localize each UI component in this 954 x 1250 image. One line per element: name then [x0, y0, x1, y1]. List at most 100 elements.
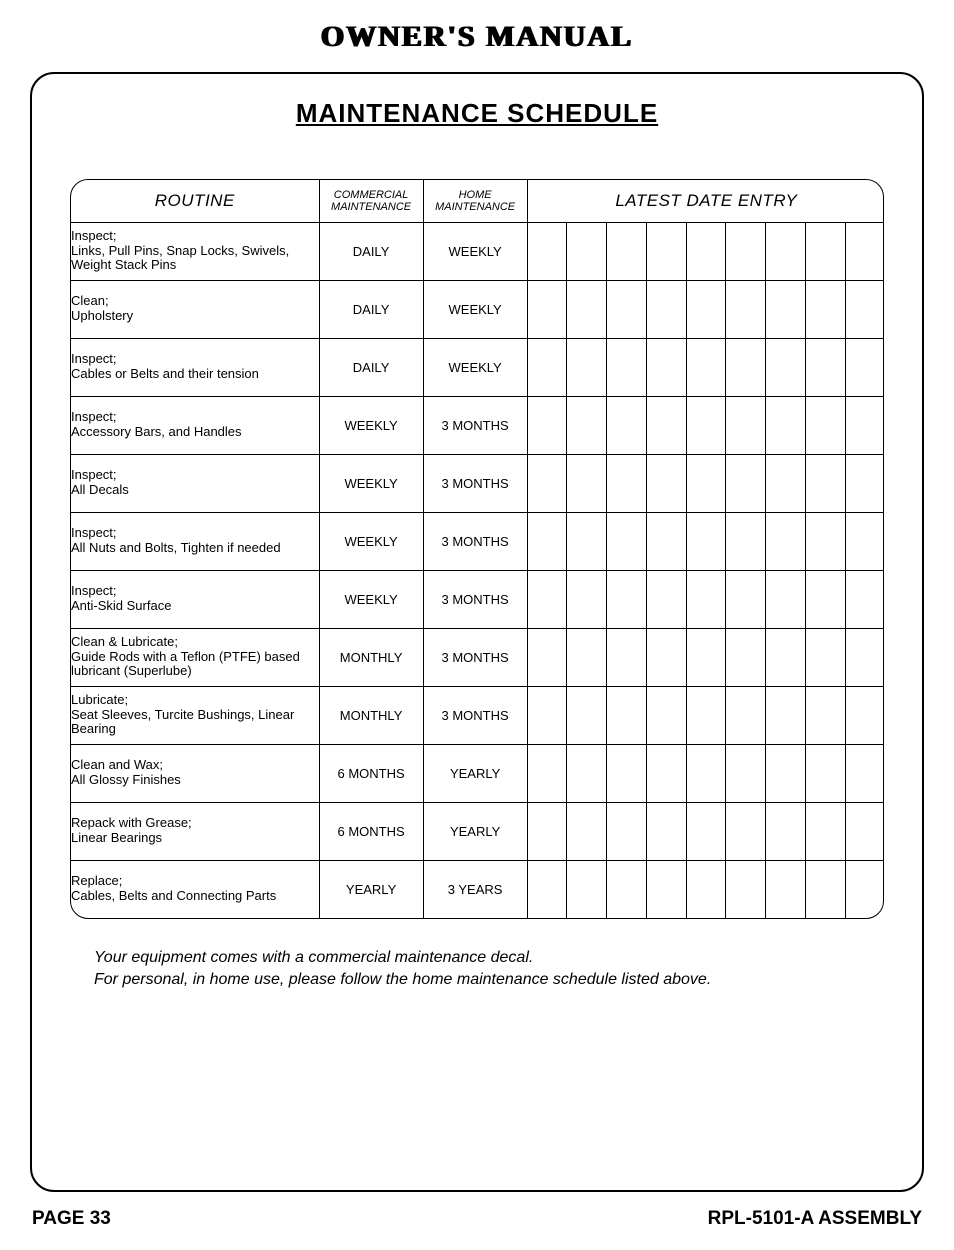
date-entry-cell[interactable] [607, 744, 647, 802]
date-entry-cell[interactable] [567, 222, 607, 280]
date-entry-cell[interactable] [726, 512, 766, 570]
date-entry-cell[interactable] [845, 396, 884, 454]
date-entry-cell[interactable] [766, 570, 806, 628]
date-entry-cell[interactable] [766, 686, 806, 744]
date-entry-cell[interactable] [805, 338, 845, 396]
date-entry-cell[interactable] [766, 454, 806, 512]
date-entry-cell[interactable] [805, 222, 845, 280]
date-entry-cell[interactable] [646, 860, 686, 918]
date-entry-cell[interactable] [646, 396, 686, 454]
date-entry-cell[interactable] [646, 802, 686, 860]
date-entry-cell[interactable] [686, 628, 726, 686]
date-entry-cell[interactable] [646, 744, 686, 802]
date-entry-cell[interactable] [527, 744, 567, 802]
date-entry-cell[interactable] [726, 396, 766, 454]
date-entry-cell[interactable] [527, 860, 567, 918]
date-entry-cell[interactable] [845, 628, 884, 686]
date-entry-cell[interactable] [527, 802, 567, 860]
date-entry-cell[interactable] [766, 628, 806, 686]
date-entry-cell[interactable] [527, 396, 567, 454]
date-entry-cell[interactable] [646, 454, 686, 512]
date-entry-cell[interactable] [805, 570, 845, 628]
date-entry-cell[interactable] [567, 396, 607, 454]
date-entry-cell[interactable] [686, 280, 726, 338]
date-entry-cell[interactable] [567, 802, 607, 860]
date-entry-cell[interactable] [766, 860, 806, 918]
date-entry-cell[interactable] [567, 338, 607, 396]
date-entry-cell[interactable] [726, 860, 766, 918]
date-entry-cell[interactable] [527, 222, 567, 280]
date-entry-cell[interactable] [646, 570, 686, 628]
date-entry-cell[interactable] [646, 338, 686, 396]
date-entry-cell[interactable] [567, 860, 607, 918]
date-entry-cell[interactable] [607, 454, 647, 512]
date-entry-cell[interactable] [845, 570, 884, 628]
date-entry-cell[interactable] [805, 860, 845, 918]
date-entry-cell[interactable] [686, 512, 726, 570]
date-entry-cell[interactable] [845, 338, 884, 396]
date-entry-cell[interactable] [607, 628, 647, 686]
date-entry-cell[interactable] [726, 338, 766, 396]
date-entry-cell[interactable] [845, 222, 884, 280]
date-entry-cell[interactable] [845, 860, 884, 918]
date-entry-cell[interactable] [766, 744, 806, 802]
date-entry-cell[interactable] [607, 686, 647, 744]
date-entry-cell[interactable] [646, 512, 686, 570]
date-entry-cell[interactable] [845, 280, 884, 338]
date-entry-cell[interactable] [527, 686, 567, 744]
date-entry-cell[interactable] [527, 280, 567, 338]
date-entry-cell[interactable] [607, 860, 647, 918]
date-entry-cell[interactable] [686, 802, 726, 860]
date-entry-cell[interactable] [607, 338, 647, 396]
date-entry-cell[interactable] [646, 222, 686, 280]
date-entry-cell[interactable] [805, 280, 845, 338]
date-entry-cell[interactable] [726, 454, 766, 512]
date-entry-cell[interactable] [726, 686, 766, 744]
date-entry-cell[interactable] [567, 570, 607, 628]
date-entry-cell[interactable] [805, 628, 845, 686]
date-entry-cell[interactable] [607, 570, 647, 628]
date-entry-cell[interactable] [686, 338, 726, 396]
date-entry-cell[interactable] [845, 512, 884, 570]
date-entry-cell[interactable] [527, 454, 567, 512]
date-entry-cell[interactable] [726, 744, 766, 802]
date-entry-cell[interactable] [805, 454, 845, 512]
date-entry-cell[interactable] [607, 396, 647, 454]
date-entry-cell[interactable] [726, 628, 766, 686]
date-entry-cell[interactable] [607, 222, 647, 280]
date-entry-cell[interactable] [527, 628, 567, 686]
date-entry-cell[interactable] [805, 802, 845, 860]
date-entry-cell[interactable] [845, 744, 884, 802]
date-entry-cell[interactable] [766, 396, 806, 454]
date-entry-cell[interactable] [726, 280, 766, 338]
date-entry-cell[interactable] [686, 686, 726, 744]
date-entry-cell[interactable] [805, 744, 845, 802]
date-entry-cell[interactable] [766, 280, 806, 338]
date-entry-cell[interactable] [845, 686, 884, 744]
date-entry-cell[interactable] [567, 454, 607, 512]
date-entry-cell[interactable] [766, 512, 806, 570]
date-entry-cell[interactable] [607, 512, 647, 570]
date-entry-cell[interactable] [686, 570, 726, 628]
date-entry-cell[interactable] [686, 454, 726, 512]
date-entry-cell[interactable] [845, 454, 884, 512]
date-entry-cell[interactable] [766, 802, 806, 860]
date-entry-cell[interactable] [527, 338, 567, 396]
date-entry-cell[interactable] [567, 512, 607, 570]
date-entry-cell[interactable] [726, 802, 766, 860]
date-entry-cell[interactable] [567, 280, 607, 338]
date-entry-cell[interactable] [805, 396, 845, 454]
date-entry-cell[interactable] [726, 222, 766, 280]
date-entry-cell[interactable] [567, 744, 607, 802]
date-entry-cell[interactable] [646, 280, 686, 338]
date-entry-cell[interactable] [845, 802, 884, 860]
date-entry-cell[interactable] [527, 570, 567, 628]
date-entry-cell[interactable] [646, 686, 686, 744]
date-entry-cell[interactable] [567, 628, 607, 686]
date-entry-cell[interactable] [686, 860, 726, 918]
date-entry-cell[interactable] [646, 628, 686, 686]
date-entry-cell[interactable] [567, 686, 607, 744]
date-entry-cell[interactable] [686, 744, 726, 802]
date-entry-cell[interactable] [726, 570, 766, 628]
date-entry-cell[interactable] [607, 802, 647, 860]
